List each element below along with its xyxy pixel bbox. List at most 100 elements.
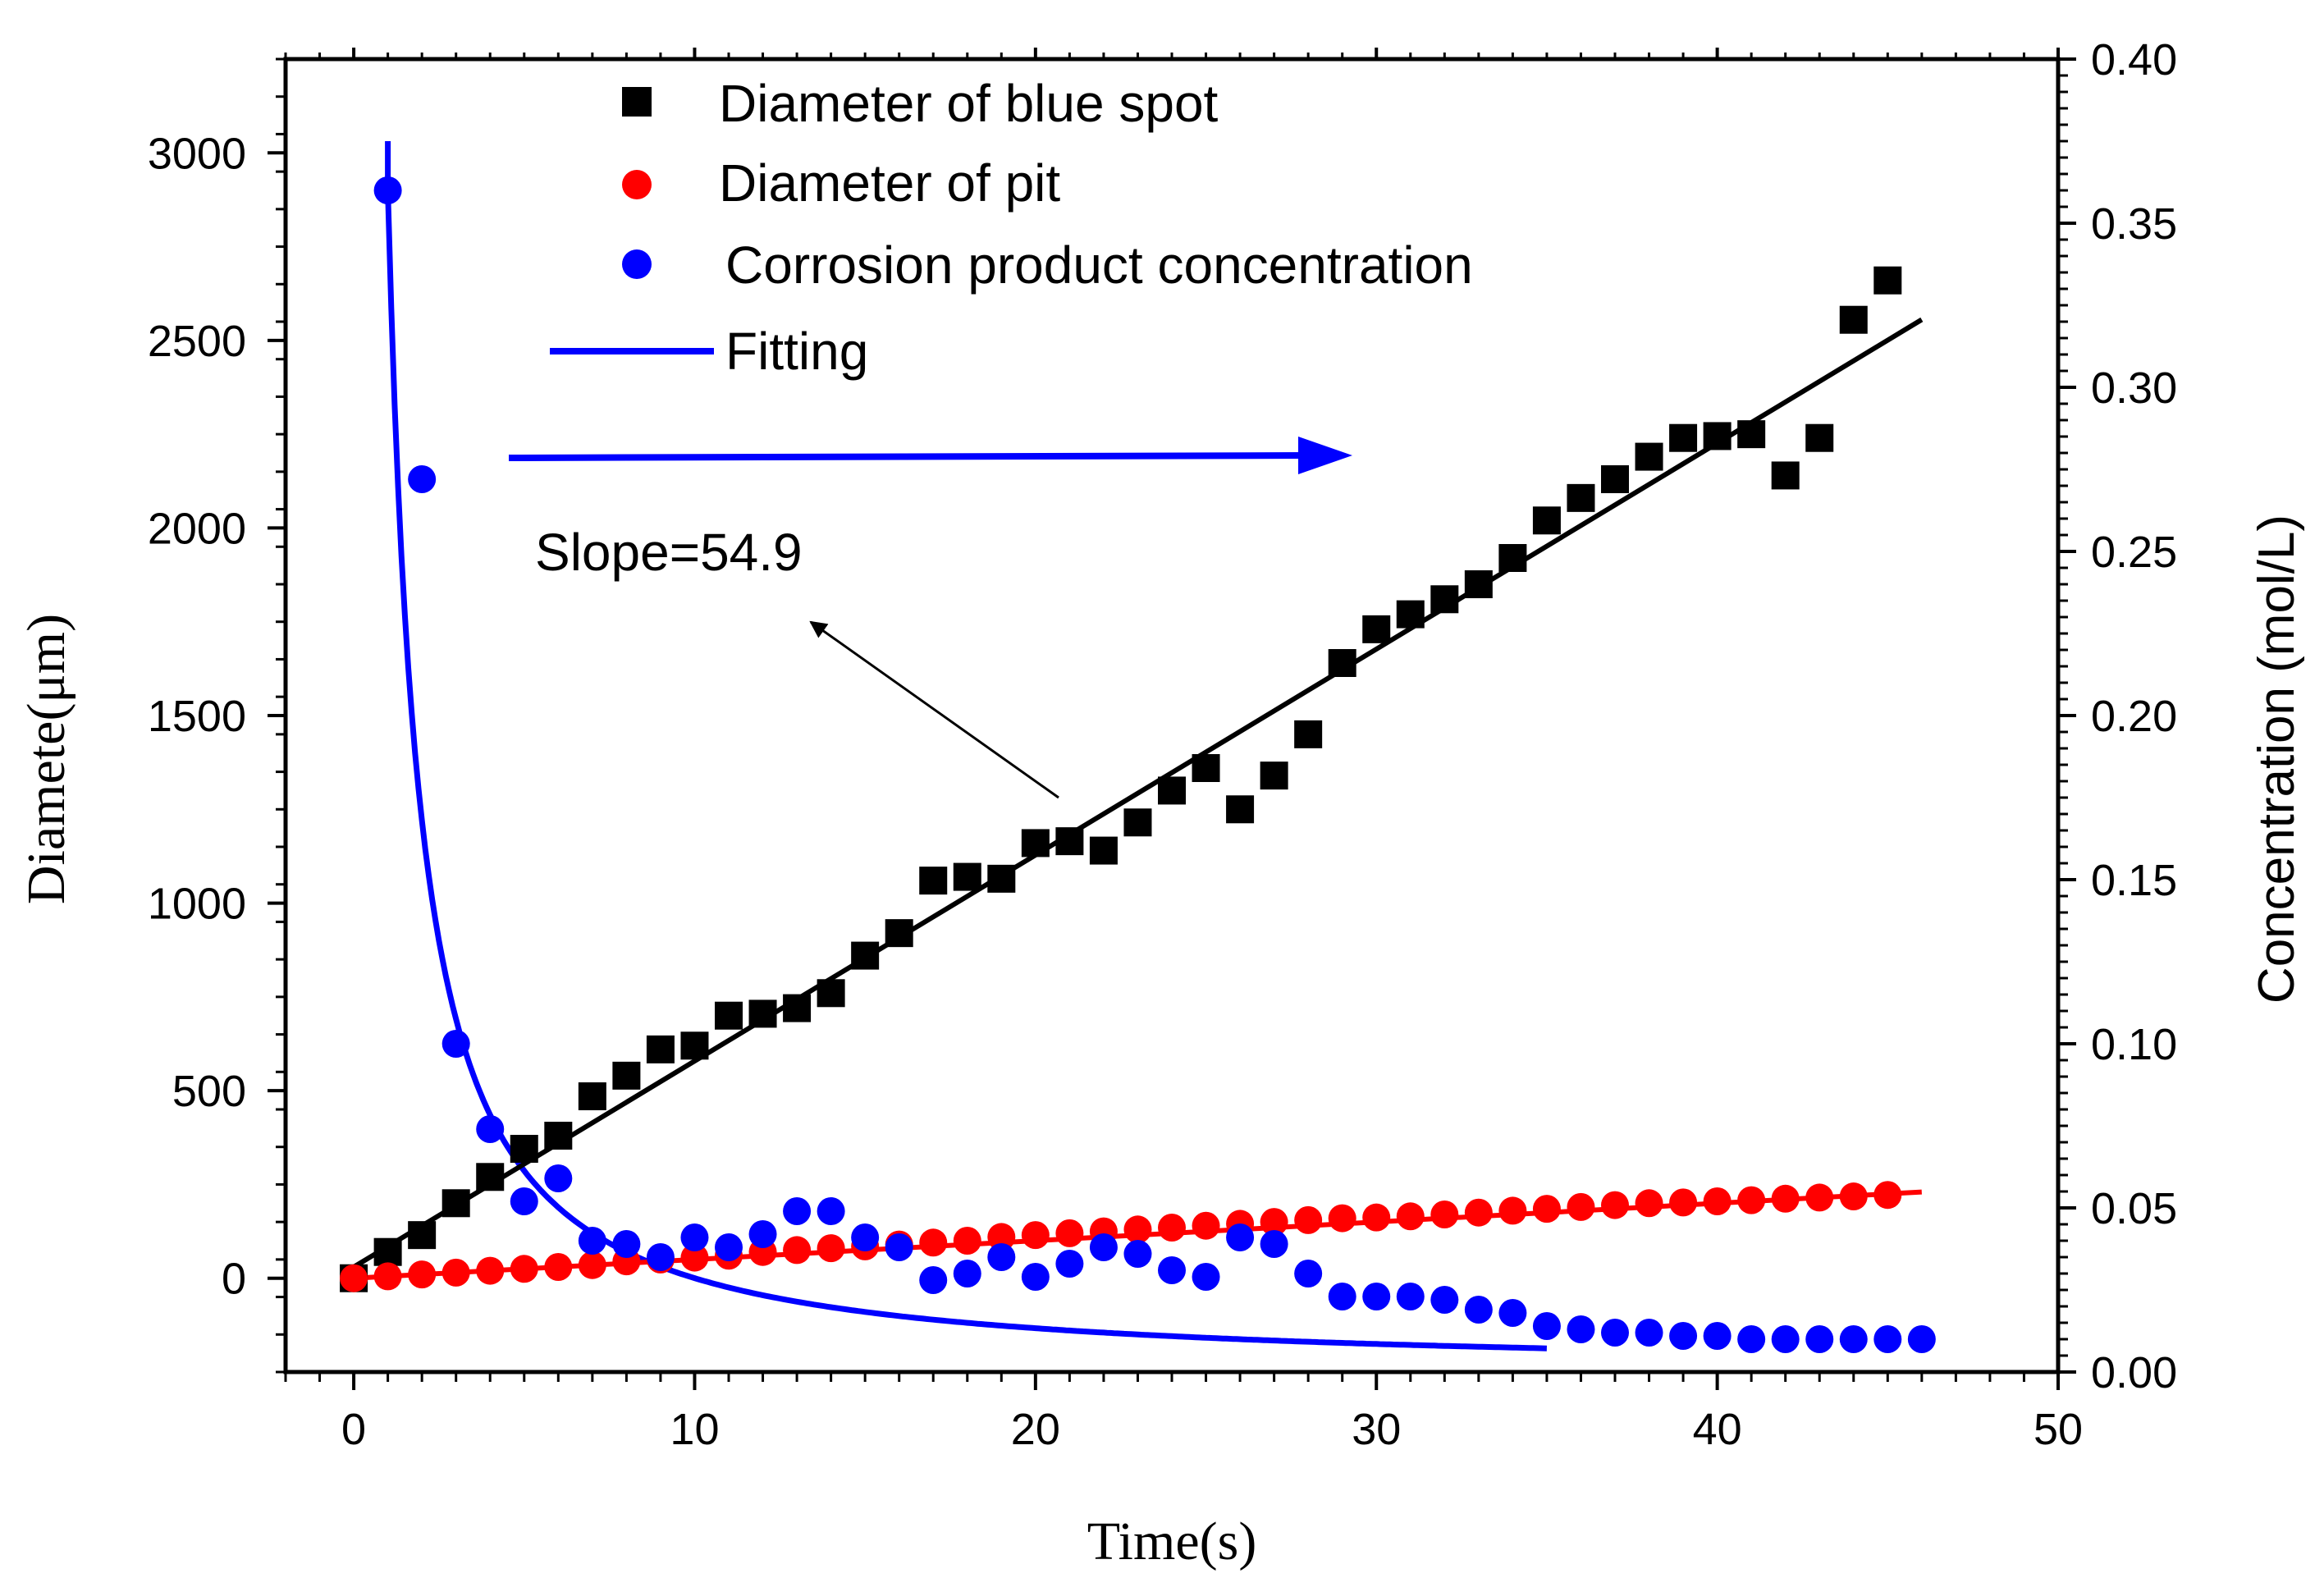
series-0-point (544, 1122, 573, 1150)
series-2-point (476, 1115, 505, 1143)
series-0-point (1396, 600, 1425, 629)
series-2-point (1226, 1223, 1255, 1251)
series-1-point (1396, 1202, 1425, 1231)
series-2-point (1021, 1263, 1050, 1291)
series-0-point (1294, 720, 1323, 748)
series-2-point (817, 1197, 845, 1225)
slope-annotation: Slope=54.9 (535, 523, 803, 582)
series-0-point (373, 1237, 402, 1266)
series-0-point (578, 1082, 606, 1110)
y-right-ticks: 0.00 0.05 0.10 0.15 0.20 0.25 0.30 0.35 0.40 (2058, 35, 2177, 1397)
series-2-point (1294, 1260, 1323, 1287)
series-2-point (1567, 1315, 1595, 1343)
series-0-point (510, 1135, 538, 1163)
series-0-point (1498, 544, 1527, 572)
series-2-point (441, 1030, 470, 1058)
y-left-tick-label: 1500 (148, 692, 246, 741)
series-2-point (646, 1243, 675, 1271)
series-2-point (1362, 1283, 1391, 1310)
series-2-point (783, 1197, 812, 1225)
series-2-point (1123, 1240, 1152, 1268)
series-1-point (783, 1236, 812, 1265)
series-0-point (1158, 776, 1186, 805)
legend-symbol-pit (622, 170, 652, 199)
series-marks (340, 176, 1936, 1353)
y-right-tick-label: 0.35 (2091, 199, 2177, 249)
x-tick-label: 50 (2034, 1405, 2083, 1454)
x-tick-label: 20 (1011, 1405, 1060, 1454)
series-2-point (544, 1164, 573, 1192)
x-tick-label: 0 (341, 1405, 366, 1454)
series-2-point (1737, 1325, 1766, 1353)
series-0-point (1362, 615, 1391, 643)
series-0-point (748, 999, 777, 1028)
series-2-point (715, 1233, 743, 1261)
y-left-tick-label: 2500 (148, 317, 246, 366)
series-1-point (1839, 1182, 1868, 1211)
series-0-point (1464, 570, 1493, 598)
series-0-point (1771, 461, 1800, 490)
legend: Diameter of blue spot Diameter of pit Co… (550, 74, 1473, 381)
series-1-point (1055, 1219, 1084, 1247)
series-0-point (1805, 423, 1834, 452)
series-2-point (1805, 1325, 1834, 1353)
y-right-tick-label: 0.05 (2091, 1184, 2177, 1233)
legend-label-fitting: Fitting (725, 322, 868, 381)
series-2-point (373, 176, 402, 204)
series-1-point (544, 1253, 573, 1281)
x-ticks: 0 10 20 30 40 50 (284, 48, 2083, 1454)
series-0-point (646, 1035, 675, 1063)
series-2-point (1635, 1319, 1663, 1347)
series-0-point (817, 979, 845, 1008)
y-right-tick-label: 0.20 (2091, 692, 2177, 741)
series-1-point (1021, 1221, 1050, 1250)
series-2-point (1158, 1256, 1186, 1284)
series-0-point (919, 867, 948, 895)
series-0-point (1328, 649, 1356, 677)
legend-label-blue-spot: Diameter of blue spot (719, 74, 1219, 133)
slope-annotation-arrow (809, 620, 1059, 799)
series-1-point (408, 1260, 437, 1289)
series-0-point (1703, 422, 1732, 450)
series-2-point (1498, 1299, 1527, 1327)
y-left-tick-label: 3000 (148, 129, 246, 178)
series-0-point (953, 862, 981, 891)
series-1-point (441, 1258, 470, 1287)
series-1-point (817, 1234, 845, 1263)
y-right-tick-label: 0.15 (2091, 856, 2177, 905)
series-0-point (783, 994, 812, 1022)
series-0-point (1260, 761, 1288, 790)
series-0-point (715, 1001, 743, 1030)
series-2-point (851, 1223, 880, 1251)
y-right-tick-label: 0.10 (2091, 1020, 2177, 1069)
x-tick-label: 30 (1352, 1405, 1401, 1454)
series-2-point (1055, 1250, 1084, 1278)
series-0-point (408, 1221, 437, 1250)
y-left-tick-label: 500 (172, 1067, 246, 1116)
series-2-point (1703, 1322, 1732, 1350)
series-1-point (1532, 1195, 1561, 1223)
series-1-point (476, 1256, 505, 1285)
series-1-point (1294, 1205, 1323, 1234)
series-0-point (612, 1061, 641, 1090)
series-2-point (1430, 1286, 1459, 1314)
series-2-point (953, 1260, 981, 1287)
series-2-point (1532, 1312, 1561, 1340)
series-1-point (1158, 1214, 1186, 1242)
series-1-point (1464, 1198, 1493, 1227)
y-right-tick-label: 0.30 (2091, 364, 2177, 413)
fit-line-0 (385, 141, 1547, 1351)
series-1-point (919, 1228, 948, 1257)
series-2-point (1260, 1230, 1288, 1258)
y-right-axis-title: Concentration (mol/L) (2249, 515, 2305, 1004)
series-2-point (1601, 1319, 1629, 1347)
legend-label-concentration: Corrosion product concentration (725, 236, 1473, 295)
y-left-axis-title: Diamete(μm) (16, 614, 76, 904)
series-1-point (578, 1251, 606, 1279)
series-1-point (1192, 1211, 1220, 1240)
series-0-point (441, 1189, 470, 1218)
series-0-point (1226, 795, 1255, 824)
series-0-point (1021, 829, 1050, 858)
series-1-point (1669, 1188, 1698, 1217)
series-1-point (1123, 1215, 1152, 1244)
